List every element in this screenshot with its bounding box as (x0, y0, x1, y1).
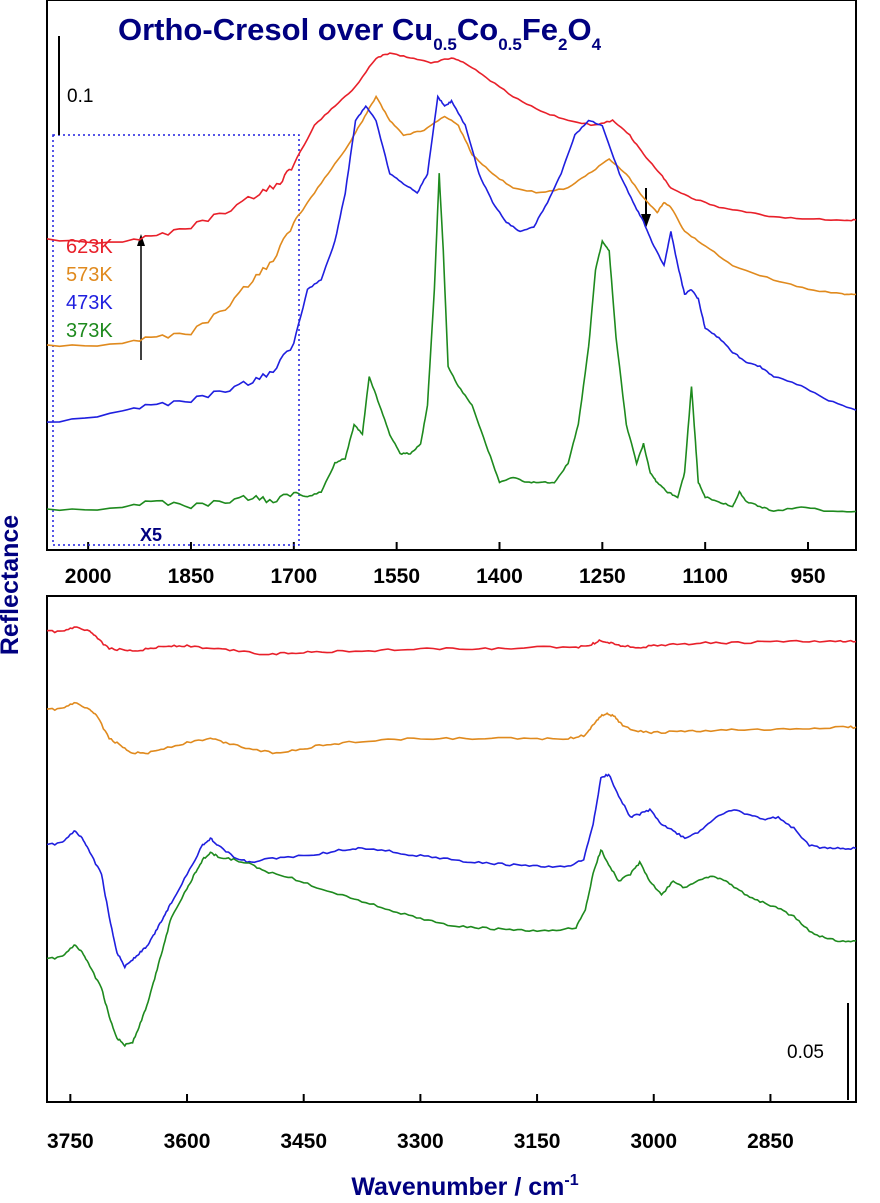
legend-373K: 373K (66, 320, 113, 342)
annotation-arrowhead (641, 214, 651, 228)
top-tick-labels: 2000 1850 1700 1550 1400 1250 1100 950 (65, 565, 826, 588)
legend-473K: 473K (66, 292, 113, 314)
series-line-473K-top (46, 94, 857, 423)
x-tick-label: 950 (790, 565, 825, 588)
x-tick-label: 3450 (280, 1130, 327, 1153)
bottom-plot-frame (46, 595, 857, 1103)
bottom-series-group (46, 626, 857, 1048)
x-tick-label: 2000 (65, 565, 112, 588)
top-scale-label: 0.1 (67, 86, 93, 107)
legend-623K: 623K (66, 236, 113, 258)
x-tick-label: 3300 (397, 1130, 444, 1153)
x-tick-label: 3000 (630, 1130, 677, 1153)
top-series-group (46, 52, 857, 513)
series-line-373K-top (46, 173, 857, 513)
x-tick-label: 1550 (373, 565, 420, 588)
series-line-373K-bottom (46, 848, 857, 1048)
legend-arrowhead (137, 234, 145, 246)
x-tick-label: 3750 (47, 1130, 94, 1153)
x-tick-label: 1850 (168, 565, 215, 588)
bottom-scale-label: 0.05 (787, 1042, 824, 1063)
x-tick-label: 1100 (682, 565, 728, 588)
legend-573K: 573K (66, 264, 113, 286)
x-tick-label: 2850 (747, 1130, 794, 1153)
x5-inset-box (52, 134, 300, 546)
top-x-ticks (87, 542, 810, 550)
bottom-tick-labels: 3750 3600 3450 3300 3150 3000 2850 (47, 1130, 794, 1153)
series-line-623K-bottom (46, 626, 857, 656)
series-line-623K-top (46, 52, 857, 245)
x-tick-label: 3150 (514, 1130, 561, 1153)
x-tick-label: 1250 (579, 565, 626, 588)
x-axis-label: Wavenumber / cm-1 (351, 1172, 578, 1201)
bottom-x-ticks (69, 1094, 772, 1102)
chart-title: Ortho-Cresol over Cu0.5Co0.5Fe2O4 (118, 12, 602, 54)
top-plot-frame (46, 0, 857, 551)
x-tick-label: 1400 (476, 565, 523, 588)
series-line-573K-bottom (46, 701, 857, 755)
series-line-473K-bottom (46, 773, 857, 970)
x-tick-label: 1700 (270, 565, 317, 588)
x-tick-label: 3600 (164, 1130, 211, 1153)
series-line-573K-top (46, 94, 857, 348)
y-axis-label: Reflectance (0, 515, 24, 655)
x5-label: X5 (140, 525, 162, 545)
